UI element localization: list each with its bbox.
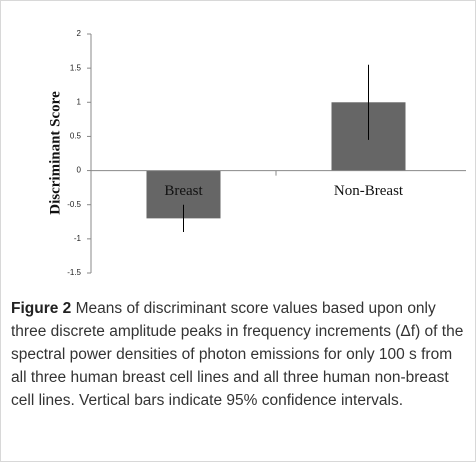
y-axis-label: Discriminant Score xyxy=(47,91,63,215)
chart: Discriminant Score -1.5 -1 -0.5 0 0.5 1 1.5 2 Br… xyxy=(47,29,466,277)
y-tick-label: 0 xyxy=(77,166,82,175)
y-tick-label: 1.5 xyxy=(70,63,82,72)
caption-label: Figure 2 xyxy=(11,300,72,317)
y-tick-label: 2 xyxy=(77,29,82,38)
y-tick-label: 1 xyxy=(77,97,82,106)
y-tick-label: -1.5 xyxy=(67,268,81,277)
x-tick-label: Breast xyxy=(164,183,203,199)
y-tick-label: -0.5 xyxy=(67,200,81,209)
y-tick-label: -1 xyxy=(74,234,82,243)
caption: Figure 2 Means of discriminant score val… xyxy=(11,297,471,412)
y-tick-label: 0.5 xyxy=(70,132,82,141)
x-tick-label: Non-Breast xyxy=(334,183,404,199)
caption-text: Means of discriminant score values based… xyxy=(11,300,464,409)
